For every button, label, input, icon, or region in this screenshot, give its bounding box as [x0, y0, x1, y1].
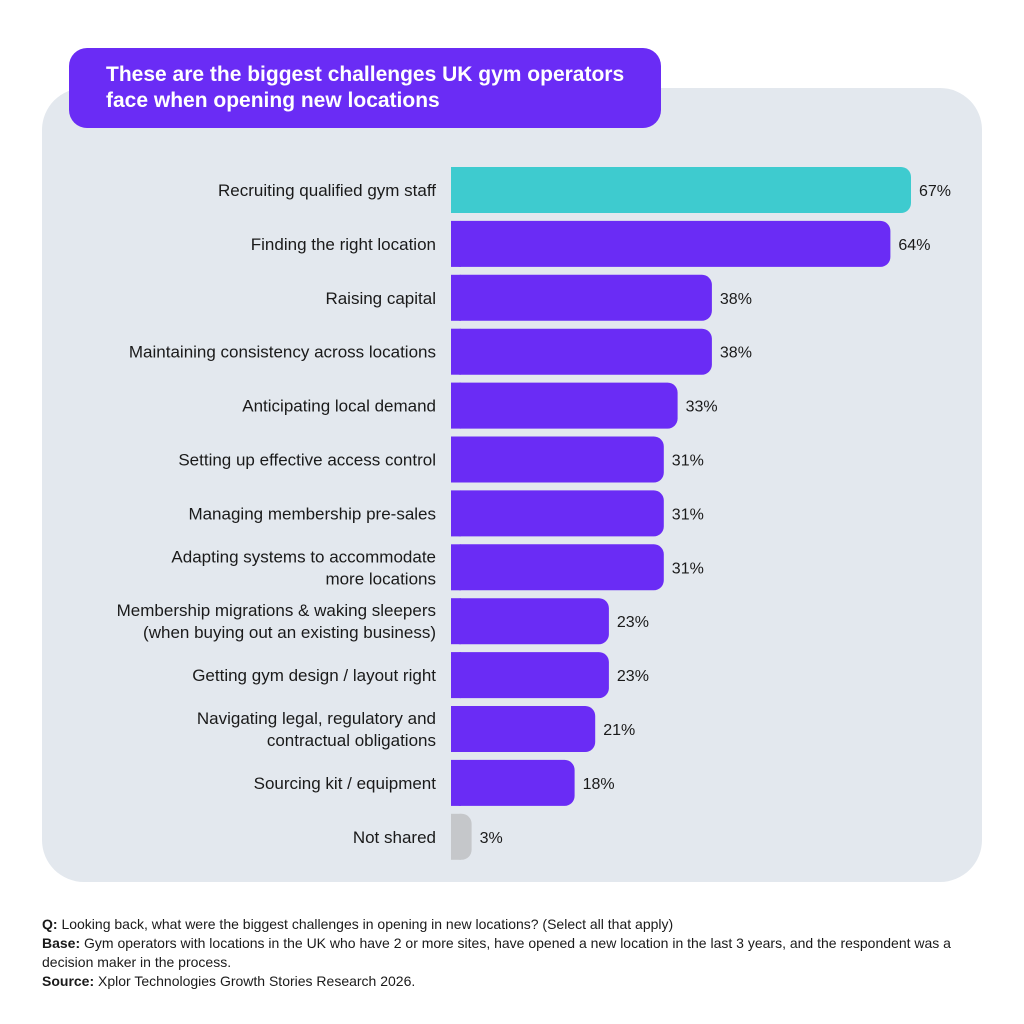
category-label-3: Raising capital: [325, 289, 436, 308]
value-label-5: 33%: [686, 399, 718, 416]
category-label-6: Setting up effective access control: [178, 451, 436, 470]
bar-edge-3: [451, 274, 461, 321]
category-label-5: Anticipating local demand: [242, 397, 436, 416]
category-label-12: Sourcing kit / equipment: [254, 774, 437, 793]
bar-7: [451, 490, 664, 537]
bar-5: [451, 382, 678, 429]
footnotes: Q: Looking back, what were the biggest c…: [42, 915, 982, 991]
source-note: Source: Xplor Technologies Growth Storie…: [42, 973, 416, 989]
category-label-8-line-1: Adapting systems to accommodate: [171, 547, 436, 566]
value-label-4: 38%: [720, 345, 752, 362]
bar-edge-8: [451, 544, 461, 591]
category-label-9-line-2: (when buying out an existing business): [143, 623, 436, 642]
category-label-13: Not shared: [353, 828, 436, 847]
value-label-3: 38%: [720, 291, 752, 308]
category-label-4: Maintaining consistency across locations: [129, 343, 436, 362]
bar-10: [451, 652, 609, 699]
chart-title: These are the biggest challenges UK gym …: [69, 48, 661, 128]
bar-4: [451, 328, 712, 375]
bar-12: [451, 759, 575, 806]
bar-edge-2: [451, 220, 461, 267]
category-label-10: Getting gym design / layout right: [192, 666, 436, 685]
category-label-8-line-2: more locations: [325, 569, 436, 588]
question-note: Q: Looking back, what were the biggest c…: [42, 916, 674, 932]
category-label-2: Finding the right location: [251, 235, 436, 254]
bar-edge-13: [451, 813, 461, 860]
value-label-9: 23%: [617, 614, 649, 631]
bar-edge-6: [451, 436, 461, 483]
category-label-11-line-1: Navigating legal, regulatory and: [197, 709, 436, 728]
bar-edge-5: [451, 382, 461, 429]
bar-edge-4: [451, 328, 461, 375]
bar-9: [451, 598, 609, 645]
bar-2: [451, 220, 891, 267]
value-label-7: 31%: [672, 506, 704, 523]
bar-edge-11: [451, 706, 461, 752]
bar-8: [451, 544, 664, 591]
value-label-8: 31%: [672, 560, 704, 577]
bar-3: [451, 274, 712, 321]
value-label-6: 31%: [672, 453, 704, 470]
value-label-12: 18%: [583, 776, 615, 793]
bar-edge-12: [451, 759, 461, 806]
category-label-11-line-2: contractual obligations: [267, 731, 436, 750]
base-note: Base: Gym operators with locations in th…: [42, 935, 951, 970]
bar-1: [451, 167, 911, 213]
bar-6: [451, 436, 664, 483]
value-label-13: 3%: [480, 830, 503, 847]
value-label-11: 21%: [603, 722, 635, 739]
bar-edge-9: [451, 598, 461, 645]
bar-11: [451, 706, 596, 752]
category-label-9-line-1: Membership migrations & waking sleepers: [117, 601, 436, 620]
bar-edge-1: [451, 167, 461, 213]
bar-edge-10: [451, 652, 461, 699]
category-label-7: Managing membership pre-sales: [188, 504, 436, 523]
value-label-1: 67%: [919, 183, 951, 200]
value-label-2: 64%: [898, 237, 930, 254]
category-label-1: Recruiting qualified gym staff: [218, 181, 436, 200]
bar-edge-7: [451, 490, 461, 537]
value-label-10: 23%: [617, 668, 649, 685]
